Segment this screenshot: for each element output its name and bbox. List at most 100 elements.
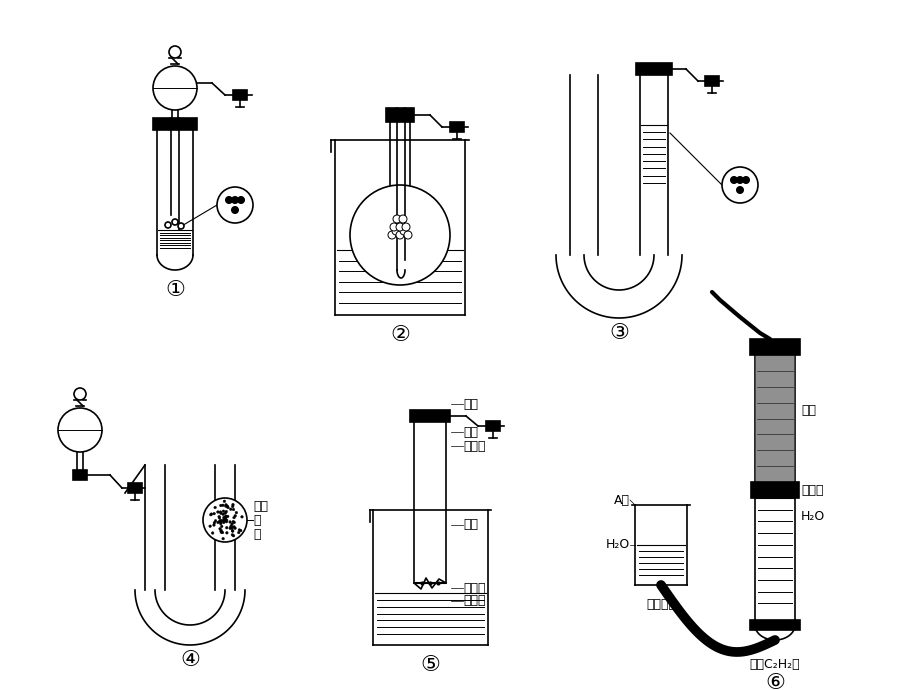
Circle shape: [230, 525, 233, 528]
Circle shape: [232, 509, 234, 511]
Circle shape: [169, 46, 181, 58]
Text: 烧杯: 烧杯: [462, 518, 478, 531]
Text: ②: ②: [390, 325, 410, 345]
Circle shape: [222, 518, 225, 521]
Circle shape: [219, 520, 221, 523]
Bar: [749, 339, 800, 355]
Circle shape: [222, 521, 225, 524]
Circle shape: [177, 223, 184, 229]
Circle shape: [219, 520, 221, 522]
Circle shape: [229, 527, 232, 529]
Circle shape: [241, 515, 243, 518]
Circle shape: [232, 535, 234, 537]
Circle shape: [736, 177, 743, 184]
Circle shape: [211, 532, 214, 534]
Circle shape: [220, 504, 221, 506]
Text: 有孔: 有孔: [253, 500, 267, 513]
Bar: [750, 482, 798, 498]
Circle shape: [232, 197, 238, 204]
Circle shape: [220, 531, 222, 533]
Bar: [635, 63, 671, 75]
Circle shape: [238, 529, 241, 531]
Circle shape: [232, 505, 233, 508]
Circle shape: [233, 516, 235, 519]
Text: ①: ①: [165, 280, 185, 300]
Circle shape: [221, 504, 224, 506]
Circle shape: [165, 222, 171, 228]
Circle shape: [210, 513, 212, 515]
Circle shape: [210, 513, 212, 516]
Bar: [410, 410, 449, 422]
Circle shape: [231, 523, 233, 525]
Bar: [749, 620, 800, 630]
Text: H₂O: H₂O: [800, 509, 824, 522]
Text: （制C₂H₂）: （制C₂H₂）: [749, 658, 800, 671]
Circle shape: [721, 167, 757, 203]
Circle shape: [391, 227, 400, 235]
Circle shape: [235, 511, 237, 514]
Circle shape: [222, 519, 225, 522]
Circle shape: [229, 521, 232, 523]
Bar: [386, 108, 414, 122]
Circle shape: [736, 186, 743, 193]
Circle shape: [217, 521, 219, 524]
Circle shape: [392, 215, 401, 223]
Circle shape: [220, 531, 222, 533]
Circle shape: [225, 520, 228, 523]
Circle shape: [213, 522, 215, 524]
Text: A管: A管: [613, 493, 630, 506]
Text: 瓷: 瓷: [253, 513, 260, 526]
Circle shape: [221, 531, 223, 534]
Circle shape: [217, 187, 253, 223]
Circle shape: [237, 531, 240, 534]
Circle shape: [742, 177, 749, 184]
Circle shape: [388, 231, 395, 239]
Text: ③: ③: [608, 323, 629, 343]
Bar: [754, 355, 794, 482]
Circle shape: [219, 527, 221, 530]
Circle shape: [390, 223, 398, 231]
Circle shape: [233, 526, 235, 528]
Circle shape: [231, 533, 233, 536]
Circle shape: [231, 530, 233, 532]
Circle shape: [229, 508, 232, 511]
Circle shape: [221, 525, 222, 528]
Circle shape: [730, 177, 737, 184]
Text: 电石: 电石: [800, 404, 815, 417]
Bar: [233, 90, 246, 100]
Circle shape: [153, 66, 197, 110]
Circle shape: [220, 520, 221, 523]
Circle shape: [224, 512, 226, 515]
Circle shape: [232, 206, 238, 213]
Circle shape: [213, 506, 216, 509]
Circle shape: [232, 503, 234, 506]
Circle shape: [218, 515, 221, 518]
Circle shape: [224, 505, 227, 507]
Circle shape: [231, 527, 233, 530]
Circle shape: [225, 511, 227, 513]
Circle shape: [218, 517, 221, 519]
Circle shape: [349, 185, 449, 285]
Circle shape: [226, 506, 229, 509]
Circle shape: [237, 197, 244, 204]
Circle shape: [233, 527, 236, 529]
Circle shape: [232, 530, 233, 532]
Circle shape: [230, 525, 233, 528]
Text: 鐵丝网: 鐵丝网: [800, 484, 823, 497]
Circle shape: [232, 520, 234, 523]
Circle shape: [172, 219, 177, 225]
Bar: [153, 118, 197, 130]
Circle shape: [212, 524, 215, 526]
Bar: [73, 470, 87, 480]
Circle shape: [239, 529, 242, 532]
Circle shape: [225, 519, 228, 522]
Circle shape: [225, 197, 233, 204]
Circle shape: [220, 522, 221, 525]
Bar: [128, 483, 142, 493]
Circle shape: [220, 520, 222, 522]
Circle shape: [223, 518, 226, 521]
Circle shape: [212, 513, 215, 515]
Circle shape: [209, 525, 211, 527]
Bar: [485, 421, 499, 431]
Circle shape: [221, 538, 224, 540]
